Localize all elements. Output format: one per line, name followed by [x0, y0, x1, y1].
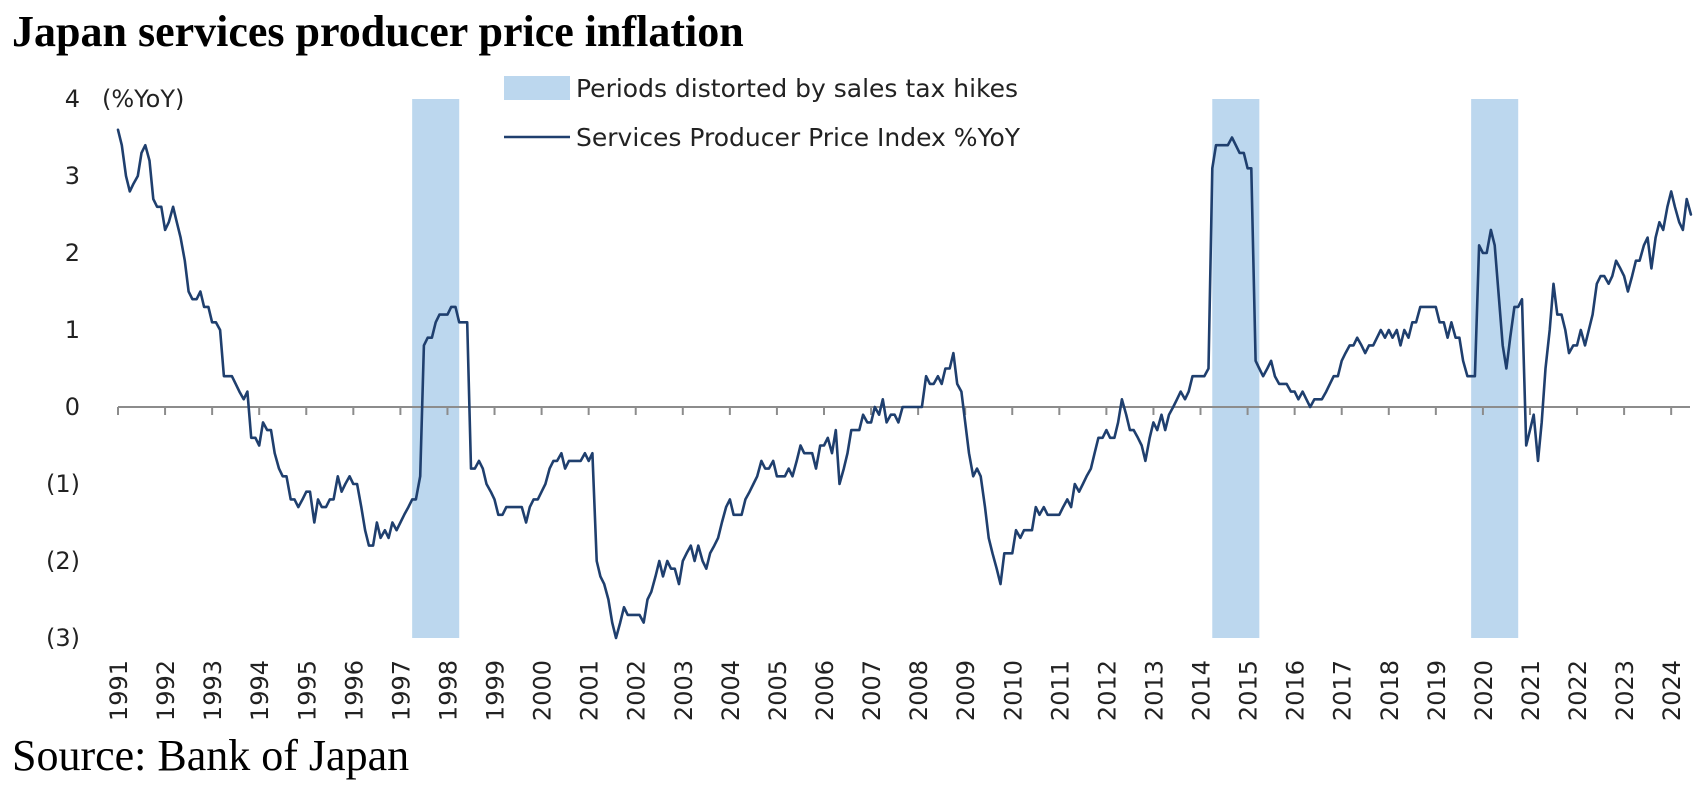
y-tick-label: 0 — [65, 393, 80, 421]
x-tick-label: 2001 — [576, 660, 604, 721]
x-tick-label: 2023 — [1611, 660, 1639, 721]
x-tick-label: 1996 — [340, 660, 368, 721]
x-tick-label: 2005 — [764, 660, 792, 721]
source-note: Source: Bank of Japan — [12, 731, 410, 780]
shaded-periods — [412, 99, 1519, 638]
y-tick-label: 2 — [65, 239, 80, 267]
legend-label-shaded-periods: Periods distorted by sales tax hikes — [576, 74, 1018, 103]
x-tick-label: 1992 — [152, 660, 180, 721]
x-tick-label: 2013 — [1140, 660, 1168, 721]
y-tick-label: (3) — [46, 624, 80, 652]
x-tick-label: 2008 — [905, 660, 933, 721]
x-tick-label: 2010 — [999, 660, 1027, 721]
axes: 4 3 2 1 0 (1) (2) (3) 1991 1992 1993 1994 1995 1996 19… — [46, 85, 1690, 721]
x-tick-label: 2022 — [1564, 660, 1592, 721]
x-tick-label: 2011 — [1046, 660, 1074, 721]
x-tick-label: 2024 — [1658, 660, 1686, 721]
x-tick-label: 2020 — [1470, 660, 1498, 721]
x-tick-label: 1998 — [434, 660, 462, 721]
legend-label-series: Services Producer Price Index %YoY — [576, 123, 1021, 152]
x-tick-label: 1995 — [293, 660, 321, 721]
x-tick-label: 2012 — [1093, 660, 1121, 721]
x-tick-label: 2004 — [717, 660, 745, 721]
chart-title: Japan services producer price inflation — [12, 7, 744, 56]
x-tick-label: 2021 — [1517, 660, 1545, 721]
x-tick-label: 2018 — [1376, 660, 1404, 721]
shaded-period-3 — [1471, 99, 1519, 638]
x-tick-label: 2017 — [1329, 660, 1357, 721]
y-tick-label: (2) — [46, 547, 80, 575]
y-tick-label: 1 — [65, 316, 80, 344]
x-tick-label: 1999 — [482, 660, 510, 721]
x-tick-label: 2019 — [1423, 660, 1451, 721]
x-tick-label: 2009 — [952, 660, 980, 721]
x-tick-label: 1997 — [387, 660, 415, 721]
x-tick-label: 1991 — [105, 660, 133, 721]
x-tick-label: 2002 — [623, 660, 651, 721]
x-tick-label: 1994 — [246, 660, 274, 721]
x-tick-label: 2006 — [811, 660, 839, 721]
y-tick-label: (1) — [46, 470, 80, 498]
x-tick-label: 2007 — [858, 660, 886, 721]
y-tick-label: 4 — [65, 85, 80, 113]
unit-label: (%YoY) — [102, 85, 184, 113]
x-tick-label: 2015 — [1235, 660, 1263, 721]
legend-swatch-shaded-periods — [504, 76, 570, 100]
x-tick-label: 2016 — [1282, 660, 1310, 721]
x-tick-label: 1993 — [199, 660, 227, 721]
shaded-period-1 — [412, 99, 460, 638]
series-line-1 — [116, 128, 1693, 640]
series-layer — [116, 128, 1693, 640]
x-tick-label: 2014 — [1188, 660, 1216, 721]
x-tick-label: 2000 — [529, 660, 557, 721]
y-tick-label: 3 — [65, 162, 80, 190]
x-tick-label: 2003 — [670, 660, 698, 721]
legend: Periods distorted by sales tax hikes Ser… — [504, 74, 1021, 152]
